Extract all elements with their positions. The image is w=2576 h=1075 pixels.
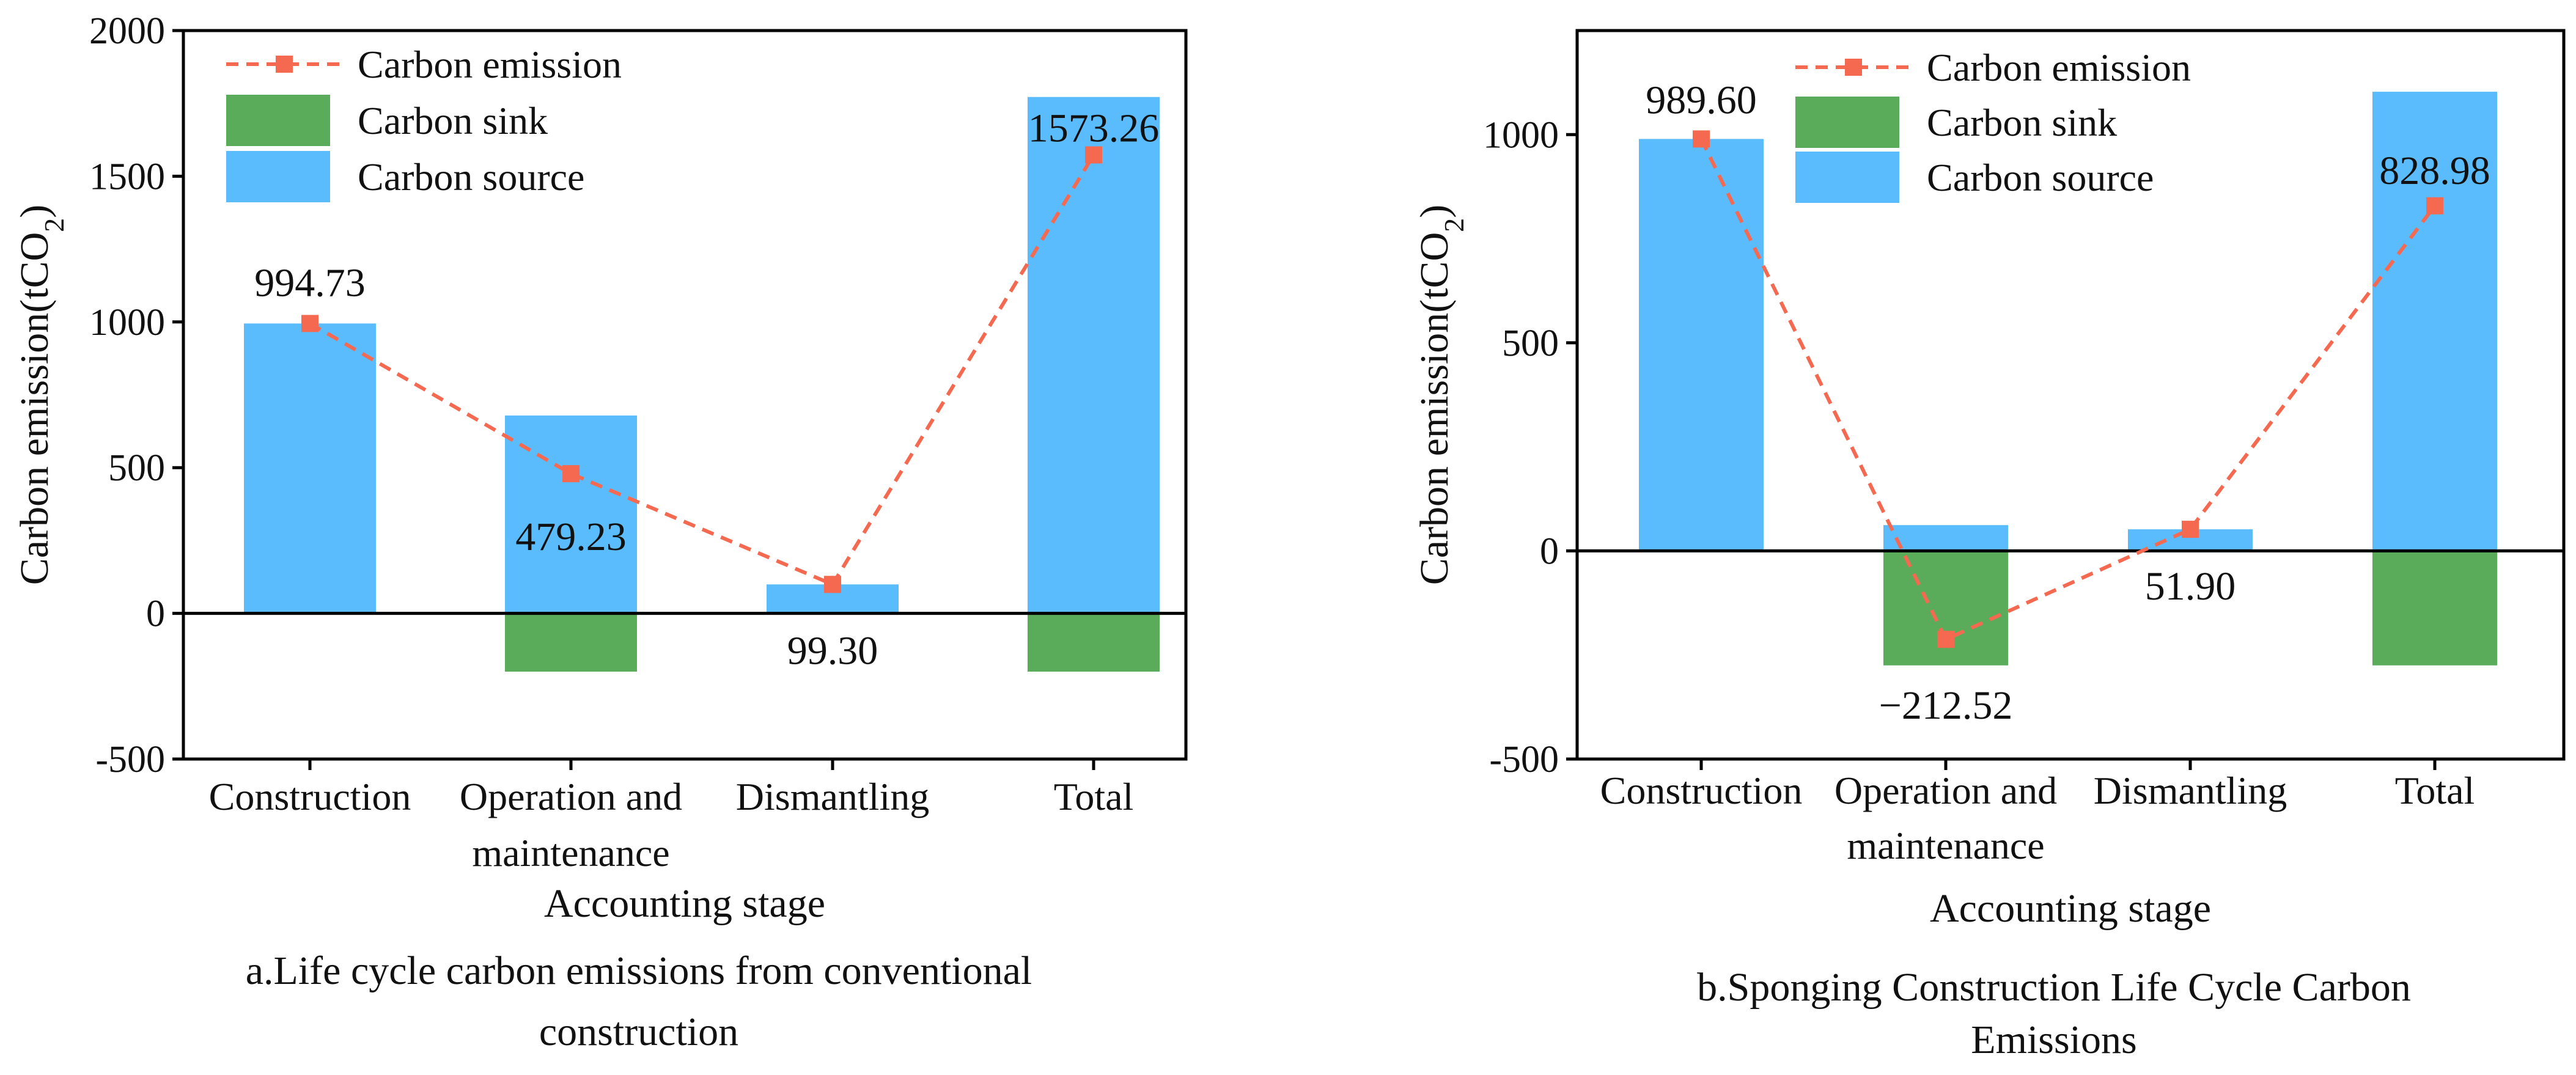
legend-emission-marker <box>276 56 293 73</box>
data-label: 994.73 <box>254 260 366 305</box>
chart-caption: b.Sponging Construction Life Cycle Carbo… <box>1697 965 2411 1010</box>
legend: Carbon emission Carbon sink Carbon source <box>1795 46 2191 203</box>
data-label: 989.60 <box>1646 78 1757 122</box>
source-bar <box>244 323 376 614</box>
x-tick-label: Total <box>1054 775 1134 818</box>
source-bar <box>2372 92 2497 551</box>
x-tick-label: maintenance <box>472 831 669 875</box>
y-tick-label: 2000 <box>89 10 165 52</box>
legend-source-label: Carbon source <box>358 155 584 199</box>
plot-frame <box>1575 29 2566 761</box>
legend-emission-marker <box>1845 59 1862 76</box>
x-axis-title: Accounting stage <box>1930 886 2211 931</box>
x-tick-label: Dismantling <box>736 775 929 818</box>
sink-bar <box>505 613 637 672</box>
emission-point <box>2182 521 2199 538</box>
legend-sink-label: Carbon sink <box>1927 101 2117 144</box>
sink-bar <box>2372 551 2497 666</box>
y-axis-title-main: Carbon emission(tCO <box>1412 232 1457 585</box>
plot-frame <box>182 29 1188 761</box>
emission-point <box>301 315 318 332</box>
y-tick-label: 0 <box>1540 530 1559 572</box>
y-axis-title: Carbon emission(tCO2) <box>12 205 70 585</box>
emission-point <box>2426 197 2443 215</box>
x-tick-label: maintenance <box>1847 824 2044 867</box>
legend-emission-label: Carbon emission <box>358 43 622 86</box>
chart-panel-b: 1000 500 0 -500 Construction Operation and mai… <box>1412 29 2566 1062</box>
emission-point <box>1937 631 1954 648</box>
source-bar <box>1639 139 1764 551</box>
legend-source-swatch <box>1795 152 1899 203</box>
x-tick-label: Total <box>2395 769 2475 812</box>
legend: Carbon emission Carbon sink Carbon source <box>226 43 622 202</box>
data-label: 99.30 <box>787 628 878 673</box>
data-label: −212.52 <box>1879 683 2013 728</box>
legend-emission-label: Carbon emission <box>1927 46 2191 89</box>
emission-point <box>1693 130 1710 148</box>
x-axis-title: Accounting stage <box>544 881 825 926</box>
emission-line <box>1699 138 2437 642</box>
chart-caption: a.Life cycle carbon emissions from conve… <box>246 948 1032 993</box>
x-tick-label: Operation and <box>1834 769 2057 812</box>
y-tick-label: 1000 <box>89 302 165 343</box>
data-label: 1573.26 <box>1028 106 1160 150</box>
y-axis-title-sub: 2 <box>39 218 70 232</box>
y-axis-title-end: ) <box>1412 205 1457 218</box>
y-tick-label: 1500 <box>89 156 165 197</box>
sink-bar <box>1883 551 2008 666</box>
legend-sink-swatch <box>226 95 330 146</box>
emission-point <box>562 465 580 483</box>
y-tick-label: -500 <box>95 739 165 780</box>
x-tick-label: Dismantling <box>2094 769 2287 812</box>
source-bar <box>1883 525 2008 551</box>
chart-caption: Emissions <box>1971 1018 2136 1062</box>
chart-panel-a: 2000 1500 1000 500 0 -500 Construction Operatio… <box>12 10 1188 1054</box>
y-tick-label: 1000 <box>1483 114 1559 156</box>
y-tick-label: -500 <box>1489 739 1559 780</box>
x-tick-label: Construction <box>1600 769 1803 812</box>
x-tick-label: Construction <box>209 775 411 818</box>
legend-source-label: Carbon source <box>1927 156 2154 199</box>
y-axis-title-main: Carbon emission(tCO <box>12 232 57 585</box>
data-label: 828.98 <box>2379 149 2490 193</box>
y-axis-title: Carbon emission(tCO2) <box>1412 205 1470 585</box>
chart-caption: construction <box>539 1010 738 1054</box>
emission-point <box>1085 146 1102 164</box>
legend-source-swatch <box>226 151 330 202</box>
sink-bar <box>1028 613 1160 672</box>
y-axis-title-end: ) <box>12 205 57 218</box>
emission-line <box>309 153 1095 587</box>
data-label: 51.90 <box>2145 564 2236 609</box>
y-axis-title-sub: 2 <box>1438 218 1470 232</box>
y-tick-label: 500 <box>108 447 165 489</box>
emission-point <box>824 576 841 593</box>
y-tick-label: 500 <box>1502 323 1559 364</box>
data-label: 479.23 <box>515 515 627 559</box>
legend-sink-swatch <box>1795 97 1899 148</box>
y-tick-label: 0 <box>146 593 165 635</box>
source-bar <box>1028 97 1160 614</box>
legend-sink-label: Carbon sink <box>358 99 548 142</box>
x-tick-label: Operation and <box>460 775 682 818</box>
